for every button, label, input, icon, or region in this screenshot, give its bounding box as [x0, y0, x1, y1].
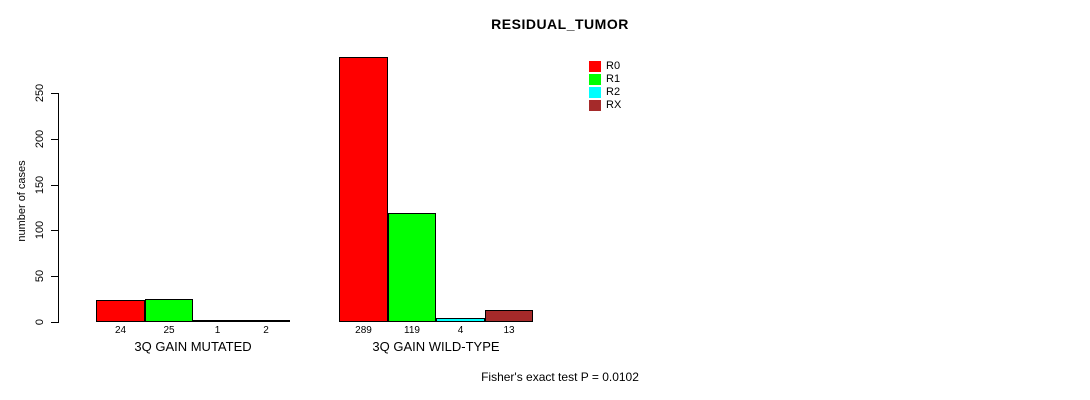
bar-r1-group1	[145, 299, 193, 322]
y-tick	[51, 322, 58, 323]
bar-rx-group2	[485, 310, 533, 322]
bar-value-label: 4	[457, 325, 464, 336]
y-tick	[51, 93, 58, 94]
y-tick-label: 100	[34, 220, 46, 240]
legend-label: R1	[606, 73, 621, 85]
bar-value-label: 289	[355, 325, 372, 336]
legend-item-r0: R0	[589, 60, 621, 73]
legend-swatch-r0	[589, 61, 601, 72]
bar-r1-group2	[388, 213, 436, 322]
bar-value-label: 13	[503, 325, 515, 336]
bar-r2-group1	[193, 320, 242, 322]
legend-label: RX	[606, 99, 622, 111]
bar-r0-group2	[339, 57, 388, 322]
bar-value-label: 24	[114, 325, 127, 336]
y-tick	[51, 230, 58, 231]
bar-r2-group2	[436, 318, 485, 322]
y-tick-label: 150	[34, 175, 46, 195]
y-axis-label: number of cases	[16, 160, 28, 242]
y-tick-label: 0	[34, 318, 46, 326]
y-tick-label: 250	[34, 83, 46, 103]
bar-rx-group1	[242, 320, 290, 322]
legend-item-rx: RX	[589, 99, 621, 112]
bar-value-label: 1	[214, 325, 221, 336]
legend-item-r1: R1	[589, 73, 621, 86]
category-label: 3Q GAIN WILD-TYPE	[372, 339, 500, 354]
bar-r0-group1	[96, 300, 145, 322]
chart-title: RESIDUAL_TUMOR	[491, 16, 629, 32]
pvalue-annotation: Fisher's exact test P = 0.0102	[481, 370, 639, 384]
y-tick-label: 200	[34, 129, 46, 149]
y-tick	[51, 139, 58, 140]
legend-swatch-r1	[589, 74, 601, 85]
legend-label: R2	[606, 86, 621, 98]
bar-value-label: 119	[404, 325, 420, 336]
category-label: 3Q GAIN MUTATED	[134, 339, 252, 354]
bar-value-label: 25	[163, 325, 175, 336]
legend-swatch-r2	[589, 87, 601, 98]
y-tick	[51, 276, 58, 277]
y-tick	[51, 185, 58, 186]
y-tick-label: 50	[34, 269, 46, 283]
legend-label: R0	[606, 60, 621, 72]
legend: R0 R1 R2 RX	[589, 60, 621, 112]
legend-swatch-rx	[589, 100, 601, 111]
bar-value-label: 2	[263, 325, 269, 336]
y-axis-line	[58, 93, 59, 323]
legend-item-r2: R2	[589, 86, 621, 99]
